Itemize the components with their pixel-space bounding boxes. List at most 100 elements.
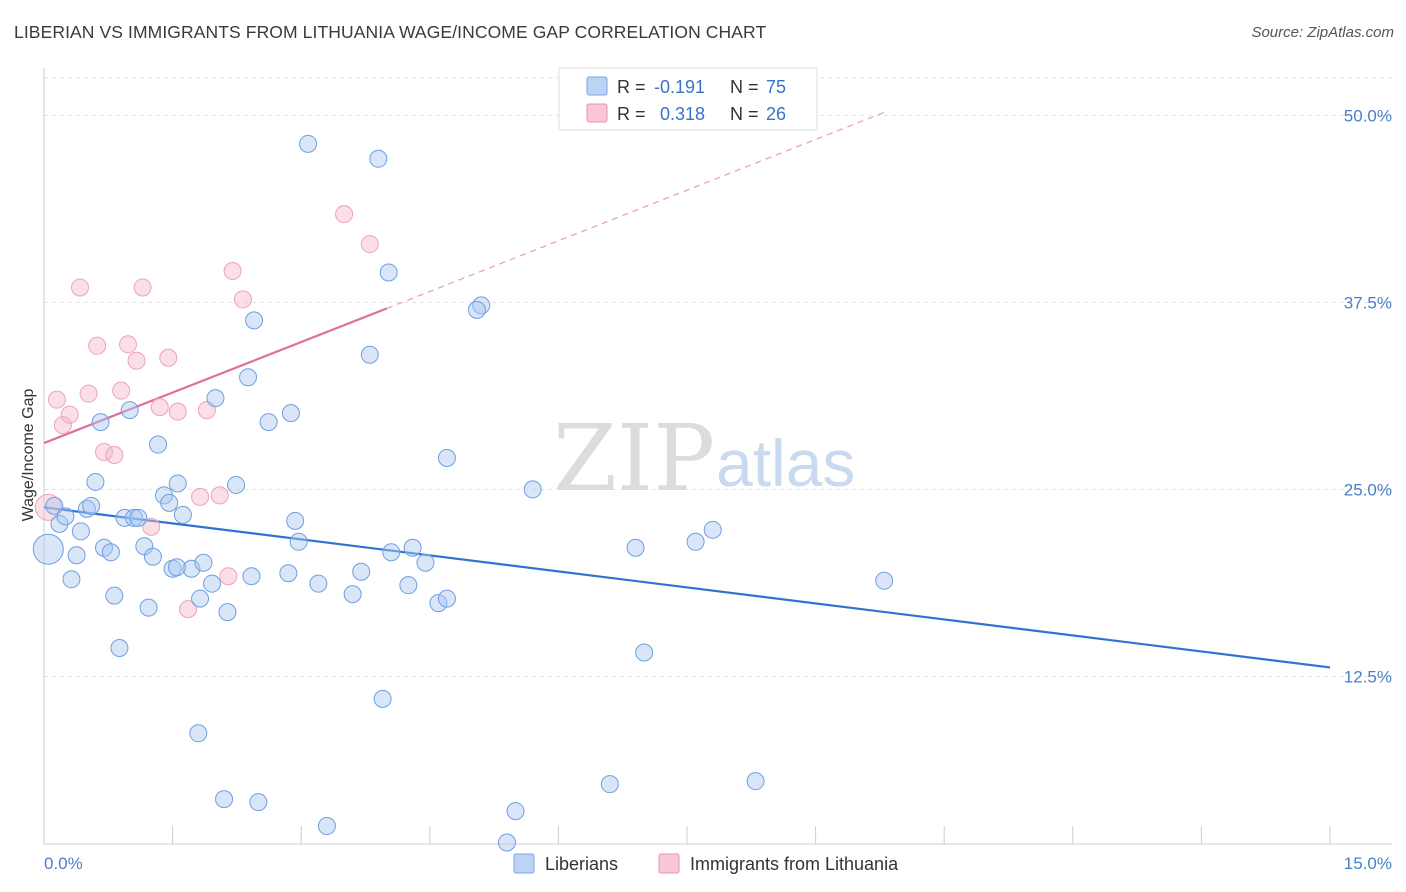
point-liberians — [110, 639, 129, 658]
point-lithuania — [71, 278, 90, 297]
point-lithuania — [105, 446, 124, 465]
point-liberians — [45, 496, 64, 515]
y-tick-label-2: 37.5% — [1344, 293, 1392, 312]
point-liberians — [167, 558, 186, 577]
point-liberians — [506, 802, 525, 821]
source-label: Source: ZipAtlas.com — [1251, 24, 1394, 41]
legend-n-value-1: 75 — [766, 77, 786, 97]
point-lithuania — [79, 384, 98, 403]
point-liberians — [259, 413, 278, 432]
point-liberians — [203, 574, 222, 593]
trend-line-lithuania — [43, 307, 388, 445]
point-liberians — [467, 300, 486, 319]
point-lithuania — [95, 443, 114, 462]
point-liberians — [182, 559, 201, 578]
point-liberians — [242, 567, 261, 586]
point-lithuania — [88, 336, 107, 355]
point-liberians — [101, 543, 120, 562]
point-liberians — [429, 594, 448, 613]
point-lithuania — [119, 335, 138, 354]
point-liberians — [149, 435, 168, 454]
point-liberians — [600, 775, 619, 794]
point-liberians — [32, 533, 64, 565]
bottom-legend-swatch-lithuania — [658, 853, 680, 874]
point-liberians — [281, 404, 300, 423]
y-tick-label-1: 25.0% — [1344, 480, 1392, 499]
point-liberians — [286, 511, 305, 530]
legend-r-value-1: -0.191 — [654, 77, 705, 97]
legend-swatch-lithuania — [586, 103, 608, 123]
point-liberians — [382, 543, 401, 562]
point-lithuania — [335, 205, 354, 224]
point-lithuania — [127, 351, 146, 370]
point-liberians — [523, 480, 542, 499]
point-lithuania — [233, 290, 252, 309]
point-liberians — [309, 574, 328, 593]
point-liberians — [86, 472, 105, 491]
point-lithuania — [360, 235, 379, 254]
trend-line-liberians — [43, 506, 1331, 669]
point-liberians — [289, 532, 308, 551]
point-lithuania — [179, 600, 198, 619]
legend: R = -0.191 N = 75 R = 0.318 N = 26 — [558, 67, 818, 131]
point-lithuania — [60, 405, 79, 424]
legend-swatch-liberians — [586, 76, 608, 96]
point-lithuania — [191, 487, 210, 506]
point-liberians — [168, 474, 187, 493]
point-lithuania — [223, 261, 242, 280]
point-liberians — [703, 520, 722, 539]
point-liberians — [686, 532, 705, 551]
bottom-legend: Liberians Immigrants from Lithuania — [513, 853, 899, 874]
point-liberians — [62, 570, 81, 589]
point-liberians — [67, 546, 86, 565]
point-liberians — [343, 585, 362, 604]
axes — [43, 68, 1392, 845]
bottom-legend-lithuania: Immigrants from Lithuania — [690, 854, 899, 874]
point-liberians — [125, 508, 144, 527]
point-liberians — [360, 345, 379, 364]
point-liberians — [299, 134, 318, 153]
point-lithuania — [210, 486, 229, 505]
point-liberians — [56, 507, 75, 526]
point-liberians — [206, 389, 225, 408]
x-tick-min: 0.0% — [44, 854, 83, 873]
point-liberians — [369, 149, 388, 168]
legend-n-label-1: N = — [730, 77, 759, 97]
point-liberians — [139, 598, 158, 617]
point-liberians — [746, 772, 765, 791]
legend-n-label-2: N = — [730, 104, 759, 124]
point-liberians — [227, 475, 246, 494]
point-lithuania — [112, 381, 131, 400]
watermark-zip: ZIP — [553, 405, 715, 512]
point-lithuania — [150, 398, 169, 417]
data-points — [32, 134, 894, 852]
point-liberians — [626, 538, 645, 557]
point-liberians — [105, 586, 124, 605]
point-liberians — [379, 263, 398, 282]
trend-line-lithuania-dashed — [386, 111, 885, 309]
point-liberians — [143, 547, 162, 566]
point-lithuania — [142, 517, 161, 536]
point-liberians — [115, 508, 134, 527]
point-lithuania — [159, 348, 178, 367]
point-liberians — [416, 553, 435, 572]
point-liberians — [129, 508, 148, 527]
point-lithuania — [133, 278, 152, 297]
point-liberians — [635, 643, 654, 662]
point-liberians — [245, 311, 264, 330]
point-liberians — [50, 514, 69, 533]
y-axis-title: Wage/Income Gap — [20, 389, 37, 522]
point-liberians — [437, 589, 456, 608]
point-liberians — [403, 538, 422, 557]
point-liberians — [373, 689, 392, 708]
point-liberians — [173, 505, 192, 524]
point-liberians — [160, 493, 179, 512]
point-liberians — [71, 522, 90, 541]
trend-lines — [43, 111, 1331, 669]
point-liberians — [120, 401, 139, 420]
point-liberians — [497, 833, 516, 852]
bottom-legend-swatch-liberians — [513, 853, 535, 874]
legend-r-label-1: R = — [617, 77, 646, 97]
point-lithuania — [53, 416, 72, 435]
